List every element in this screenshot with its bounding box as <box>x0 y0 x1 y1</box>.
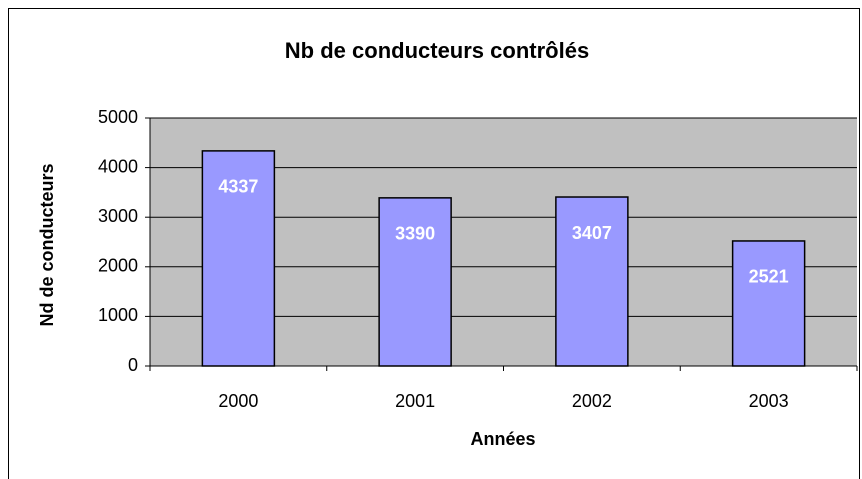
y-tick-label: 2000 <box>98 256 138 276</box>
x-tick-label: 2000 <box>218 391 258 411</box>
y-tick-label: 0 <box>128 355 138 375</box>
chart-title: Nb de conducteurs contrôlés <box>285 38 589 63</box>
x-tick-label: 2002 <box>572 391 612 411</box>
y-tick-label: 3000 <box>98 206 138 226</box>
x-tick-label: 2003 <box>749 391 789 411</box>
data-label: 3407 <box>572 223 612 243</box>
y-tick-label: 5000 <box>98 107 138 127</box>
x-tick-label: 2001 <box>395 391 435 411</box>
data-label: 4337 <box>218 177 258 197</box>
y-tick-label: 4000 <box>98 156 138 176</box>
data-label: 2521 <box>749 267 789 287</box>
y-tick-label: 1000 <box>98 305 138 325</box>
y-axis-label: Nd de conducteurs <box>37 163 57 326</box>
bar <box>378 197 452 367</box>
bar <box>731 240 806 367</box>
bar <box>201 150 276 367</box>
data-label: 3390 <box>395 224 435 244</box>
bar <box>555 196 629 367</box>
x-axis-label: Années <box>470 429 535 449</box>
